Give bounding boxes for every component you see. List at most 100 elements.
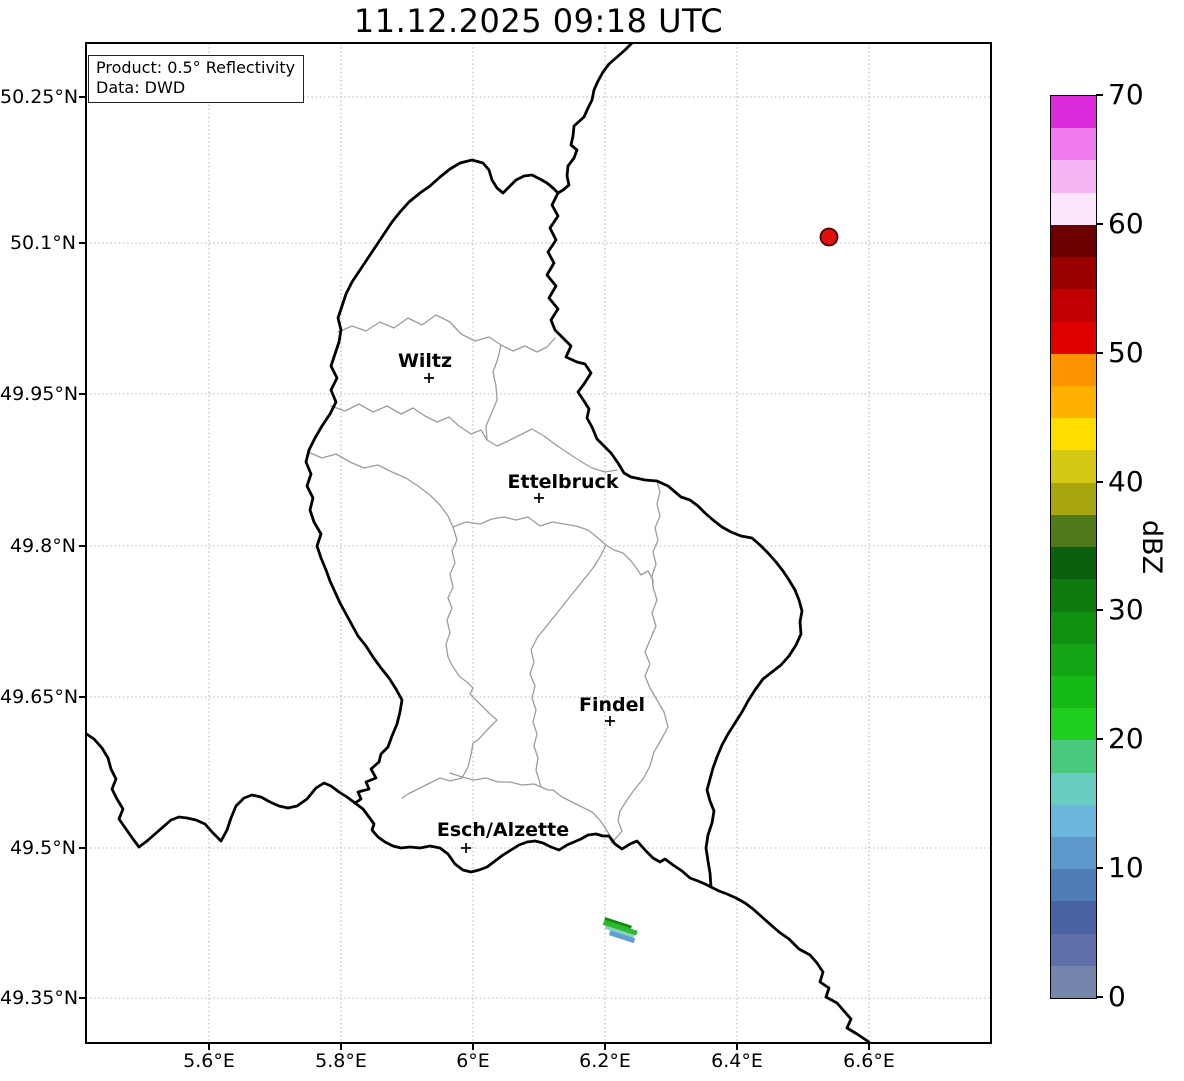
colorbar-segment xyxy=(1051,837,1096,870)
colorbar-segment xyxy=(1051,643,1096,676)
border-france-germany xyxy=(709,885,873,1044)
colorbar-segment xyxy=(1051,804,1096,838)
canton-borders xyxy=(307,314,669,844)
longitude-tick-mark xyxy=(736,1044,738,1050)
colorbar-tick-label: 50 xyxy=(1108,335,1144,369)
echo-band xyxy=(602,919,638,936)
latitude-tick-mark xyxy=(79,393,85,395)
colorbar-tick-mark xyxy=(1096,351,1103,354)
colorbar-segment xyxy=(1051,160,1096,193)
city-marker xyxy=(424,373,434,383)
colorbar-segment xyxy=(1051,547,1096,580)
longitude-tick-mark xyxy=(868,1044,870,1050)
colorbar-segment xyxy=(1051,128,1096,161)
colorbar-segment xyxy=(1051,353,1096,386)
latitude-tick-label: 49.5°N xyxy=(9,837,76,859)
latitude-tick-label: 50.25°N xyxy=(0,86,79,108)
colorbar-segment xyxy=(1051,901,1096,934)
latitude-tick-mark xyxy=(79,696,85,698)
longitude-tick-label: 5.8°E xyxy=(315,1050,367,1072)
colorbar-tick-mark xyxy=(1096,480,1103,483)
colorbar-tick-label: 20 xyxy=(1108,722,1144,756)
colorbar-segment xyxy=(1051,96,1096,129)
city-label: Wiltz xyxy=(398,350,452,372)
colorbar-segment xyxy=(1051,418,1096,451)
colorbar-segment xyxy=(1051,772,1096,805)
colorbar-segment xyxy=(1051,579,1096,612)
colorbar-tick-mark xyxy=(1096,94,1103,96)
city-label: Ettelbruck xyxy=(508,471,619,493)
border-france-belgium xyxy=(85,731,357,849)
country-borders xyxy=(85,42,873,1044)
city-marker xyxy=(534,493,544,503)
colorbar-segment xyxy=(1051,257,1096,290)
radar-data-layer xyxy=(602,227,839,944)
city-marker xyxy=(605,716,615,726)
colorbar-segment xyxy=(1051,482,1096,515)
colorbar-segment xyxy=(1051,514,1096,548)
colorbar-segment xyxy=(1051,224,1096,258)
colorbar-tick-mark xyxy=(1096,867,1103,870)
latitude-tick-mark xyxy=(79,545,85,547)
product-info-line: Product: 0.5° Reflectivity xyxy=(96,58,296,77)
longitude-tick-label: 6.4°E xyxy=(711,1050,763,1072)
plot-frame xyxy=(85,42,992,1044)
colorbar-segment xyxy=(1051,450,1096,483)
colorbar-tick-label: 10 xyxy=(1108,851,1144,885)
colorbar-segment xyxy=(1051,740,1096,773)
longitude-tick-mark xyxy=(472,1044,474,1050)
reflectivity-colorbar xyxy=(1050,95,1097,999)
colorbar-segment xyxy=(1051,869,1096,902)
colorbar-tick-mark xyxy=(1096,738,1103,741)
radar-site-dot xyxy=(819,227,839,247)
colorbar-tick-label: 60 xyxy=(1108,206,1144,240)
colorbar-segment xyxy=(1051,933,1096,966)
city-labels-layer: Wiltz Ettelbruck Findel Esch/Alzette xyxy=(398,350,645,853)
product-info-box: Product: 0.5° Reflectivity Data: DWD xyxy=(88,55,305,103)
gridlines xyxy=(86,43,991,1043)
latitude-tick-label: 49.8°N xyxy=(9,535,76,557)
latitude-tick-mark xyxy=(79,847,85,849)
city-label: Esch/Alzette xyxy=(437,819,569,841)
city-label: Findel xyxy=(579,694,645,716)
colorbar-segment xyxy=(1051,385,1096,419)
colorbar-segment xyxy=(1051,192,1096,225)
colorbar-segment xyxy=(1051,321,1096,354)
longitude-tick-label: 5.6°E xyxy=(183,1050,235,1072)
map-title: 11.12.2025 09:18 UTC xyxy=(353,2,724,40)
echo-band xyxy=(604,925,635,938)
latitude-tick-mark xyxy=(79,242,85,244)
latitude-tick-label: 49.95°N xyxy=(0,383,79,405)
colorbar-tick-mark xyxy=(1096,609,1103,612)
colorbar-tick-label: 0 xyxy=(1108,980,1126,1013)
colorbar-segment xyxy=(1051,965,1096,999)
colorbar-segment xyxy=(1051,289,1096,322)
border-belgium-germany xyxy=(556,42,635,195)
precipitation-echo xyxy=(602,917,638,944)
longitude-tick-label: 6.6°E xyxy=(843,1050,895,1072)
echo-band xyxy=(604,917,632,929)
latitude-tick-label: 50.1°N xyxy=(9,232,76,254)
colorbar-tick-label: 70 xyxy=(1108,78,1144,111)
longitude-tick-label: 6°E xyxy=(456,1050,490,1072)
latitude-tick-mark xyxy=(79,96,85,98)
data-source-line: Data: DWD xyxy=(96,78,186,97)
latitude-tick-mark xyxy=(79,997,85,999)
colorbar-tick-mark xyxy=(1096,996,1103,998)
colorbar-segment xyxy=(1051,675,1096,709)
colorbar-tick-label: 30 xyxy=(1108,593,1144,627)
latitude-tick-label: 49.65°N xyxy=(0,686,79,708)
echo-band xyxy=(608,930,636,944)
colorbar-tick-label: 40 xyxy=(1108,464,1144,498)
longitude-tick-label: 6.2°E xyxy=(579,1050,631,1072)
latitude-tick-label: 49.35°N xyxy=(0,987,79,1009)
city-marker xyxy=(461,843,471,853)
map-plot: Wiltz Ettelbruck Findel Esch/Alzette xyxy=(85,42,992,1044)
colorbar-unit-label: dBZ xyxy=(1136,519,1167,575)
longitude-tick-mark xyxy=(208,1044,210,1050)
country-border-luxembourg xyxy=(304,158,804,889)
colorbar-segment xyxy=(1051,708,1096,741)
longitude-tick-mark xyxy=(340,1044,342,1050)
colorbar-tick-mark xyxy=(1096,222,1103,225)
